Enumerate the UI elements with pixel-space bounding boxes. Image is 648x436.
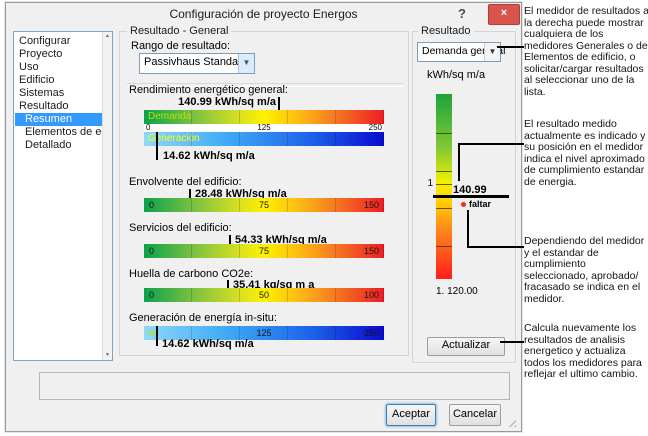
accept-button[interactable]: Aceptar bbox=[386, 404, 436, 426]
group-resultado-label: Resultado bbox=[418, 25, 474, 37]
meter5-scale-mid: 125 bbox=[256, 328, 272, 338]
callout-line-status-h bbox=[467, 246, 524, 248]
nav-item-configurar[interactable]: Configurar bbox=[19, 35, 71, 47]
meter1-generation-bar: Generación bbox=[144, 132, 384, 146]
meter1-scale-mid: 125 bbox=[257, 123, 271, 132]
help-icon[interactable]: ? bbox=[458, 6, 466, 21]
gauge-tick bbox=[436, 183, 452, 185]
nav-item-resultado[interactable]: Resultado bbox=[19, 100, 69, 112]
meter4-scale-max: 100 bbox=[363, 290, 379, 300]
annotation-pass-fail: Dependiendo del medidor y el estandar de… bbox=[524, 235, 645, 305]
dialog-title: Configuración de proyecto Energos bbox=[169, 7, 358, 21]
meter1-scale-min: 0 bbox=[146, 123, 151, 132]
scroll-down-icon[interactable]: ▼ bbox=[103, 351, 112, 360]
group-resultado-general-label: Resultado - General bbox=[127, 25, 232, 37]
annotation-measured-result: El resultado medido actualmente es indic… bbox=[524, 118, 646, 188]
nav-item-uso[interactable]: Uso bbox=[19, 61, 39, 73]
meter4-scale-mid: 50 bbox=[258, 290, 269, 300]
chevron-down-icon[interactable]: ▼ bbox=[484, 43, 500, 61]
meter2-scale-min: 0 bbox=[149, 200, 155, 210]
meter1-demand-bar: Demanda bbox=[144, 110, 384, 124]
meter5-marker bbox=[156, 326, 158, 346]
meter4-scale-min: 0 bbox=[149, 290, 155, 300]
gauge-tick bbox=[436, 170, 452, 172]
scroll-up-icon[interactable]: ▲ bbox=[103, 32, 112, 41]
meter1-scale: 0 125 250 bbox=[144, 124, 384, 132]
meter5-scale-max: 250 bbox=[363, 328, 379, 338]
status-badge: faltar bbox=[469, 199, 492, 209]
gauge-value: 140.99 bbox=[453, 184, 487, 196]
meter3-bar: 0 75 150 bbox=[144, 244, 384, 258]
meter1-generation-marker bbox=[156, 132, 158, 160]
settings-nav-list: Configurar Proyecto Uso Edificio Sistema… bbox=[13, 31, 113, 361]
energy-gauge-bar bbox=[436, 94, 452, 279]
meter4-label: Huella de carbono CO2e: bbox=[129, 268, 254, 280]
chevron-down-icon[interactable]: ▼ bbox=[238, 54, 254, 73]
range-label: Rango de resultado: bbox=[131, 40, 231, 52]
nav-item-edificio[interactable]: Edificio bbox=[19, 74, 55, 86]
cancel-button[interactable]: Cancelar bbox=[449, 404, 501, 426]
status-dot-icon bbox=[461, 202, 466, 207]
status-box bbox=[39, 372, 510, 400]
meter5-bar: 0 125 250 bbox=[144, 326, 384, 340]
meter1-scale-max: 250 bbox=[368, 123, 382, 132]
meter3-scale-min: 0 bbox=[149, 246, 155, 256]
meter1-label: Rendimiento energético general: bbox=[129, 84, 288, 96]
group-resultado-general bbox=[119, 31, 409, 356]
gauge-result-combobox[interactable]: Demanda general ▼ bbox=[417, 42, 505, 62]
resize-grip[interactable] bbox=[506, 417, 516, 427]
close-icon[interactable]: × bbox=[488, 4, 520, 25]
nav-item-detallado[interactable]: Detallado bbox=[25, 139, 72, 151]
meter1-value: 140.99 kWh/sq m/a bbox=[178, 96, 276, 108]
callout-line-value-h bbox=[458, 143, 524, 145]
meter5-label: Generación de energía in-situ: bbox=[129, 312, 277, 324]
nav-item-resumen-selected[interactable]: Resumen bbox=[15, 113, 111, 126]
gauge-tick bbox=[436, 245, 452, 247]
nav-item-proyecto[interactable]: Proyecto bbox=[19, 48, 63, 60]
meter3-value: 54.33 kWh/sq m/a bbox=[235, 234, 327, 246]
callout-line-value-v bbox=[458, 143, 460, 181]
gauge-unit-label: kWh/sq m/a bbox=[427, 69, 486, 81]
meter2-value: 28.48 kWh/sq m/a bbox=[195, 188, 287, 200]
result-range-combobox[interactable]: Passivhaus Standard ▼ bbox=[139, 53, 255, 74]
nav-item-sistemas[interactable]: Sistemas bbox=[19, 87, 65, 99]
meter4-bar: 0 50 100 bbox=[144, 288, 384, 302]
nav-scrollbar[interactable]: ▲ ▼ bbox=[102, 32, 112, 360]
gauge-level-label: 1 bbox=[427, 178, 433, 189]
meter3-label: Servicios del edificio: bbox=[129, 222, 232, 234]
meter1-demand-caption: Demanda bbox=[148, 111, 192, 122]
callout-line-status-v bbox=[467, 210, 469, 248]
meter5-value: 14.62 kWh/sq m/a bbox=[162, 338, 254, 350]
annotation-result-meter: El medidor de resultados a la derecha pu… bbox=[524, 5, 648, 98]
energos-settings-dialog: Configuración de proyecto Energos ? × Co… bbox=[5, 2, 522, 432]
gauge-tick bbox=[436, 132, 452, 134]
meter3-scale-mid: 75 bbox=[258, 246, 269, 256]
meter2-bar: 0 75 150 bbox=[144, 198, 384, 212]
callout-line-dropdown bbox=[497, 46, 524, 48]
update-button[interactable]: Actualizar bbox=[427, 337, 505, 356]
meter3-scale-max: 150 bbox=[363, 246, 379, 256]
result-range-value: Passivhaus Standard bbox=[144, 56, 248, 68]
meter2-scale-max: 150 bbox=[363, 200, 379, 210]
meter2-scale-mid: 75 bbox=[258, 200, 269, 210]
gauge-legend: 1. 120.00 bbox=[436, 286, 478, 297]
annotation-update: Calcula nuevamente los resultados de ana… bbox=[524, 322, 642, 380]
nav-item-elementos-de-edificio[interactable]: Elementos de edificio bbox=[25, 126, 111, 138]
meter5-scale-min: 0 bbox=[149, 328, 155, 338]
gauge-tick bbox=[436, 207, 452, 209]
meter1-generation-value: 14.62 kWh/sq m/a bbox=[163, 150, 255, 162]
titlebar[interactable]: Configuración de proyecto Energos ? × bbox=[6, 3, 521, 25]
separator bbox=[127, 83, 403, 87]
gauge-value-marker bbox=[433, 195, 509, 198]
meter2-label: Envolvente del edificio: bbox=[129, 176, 242, 188]
callout-line-update bbox=[500, 341, 524, 343]
